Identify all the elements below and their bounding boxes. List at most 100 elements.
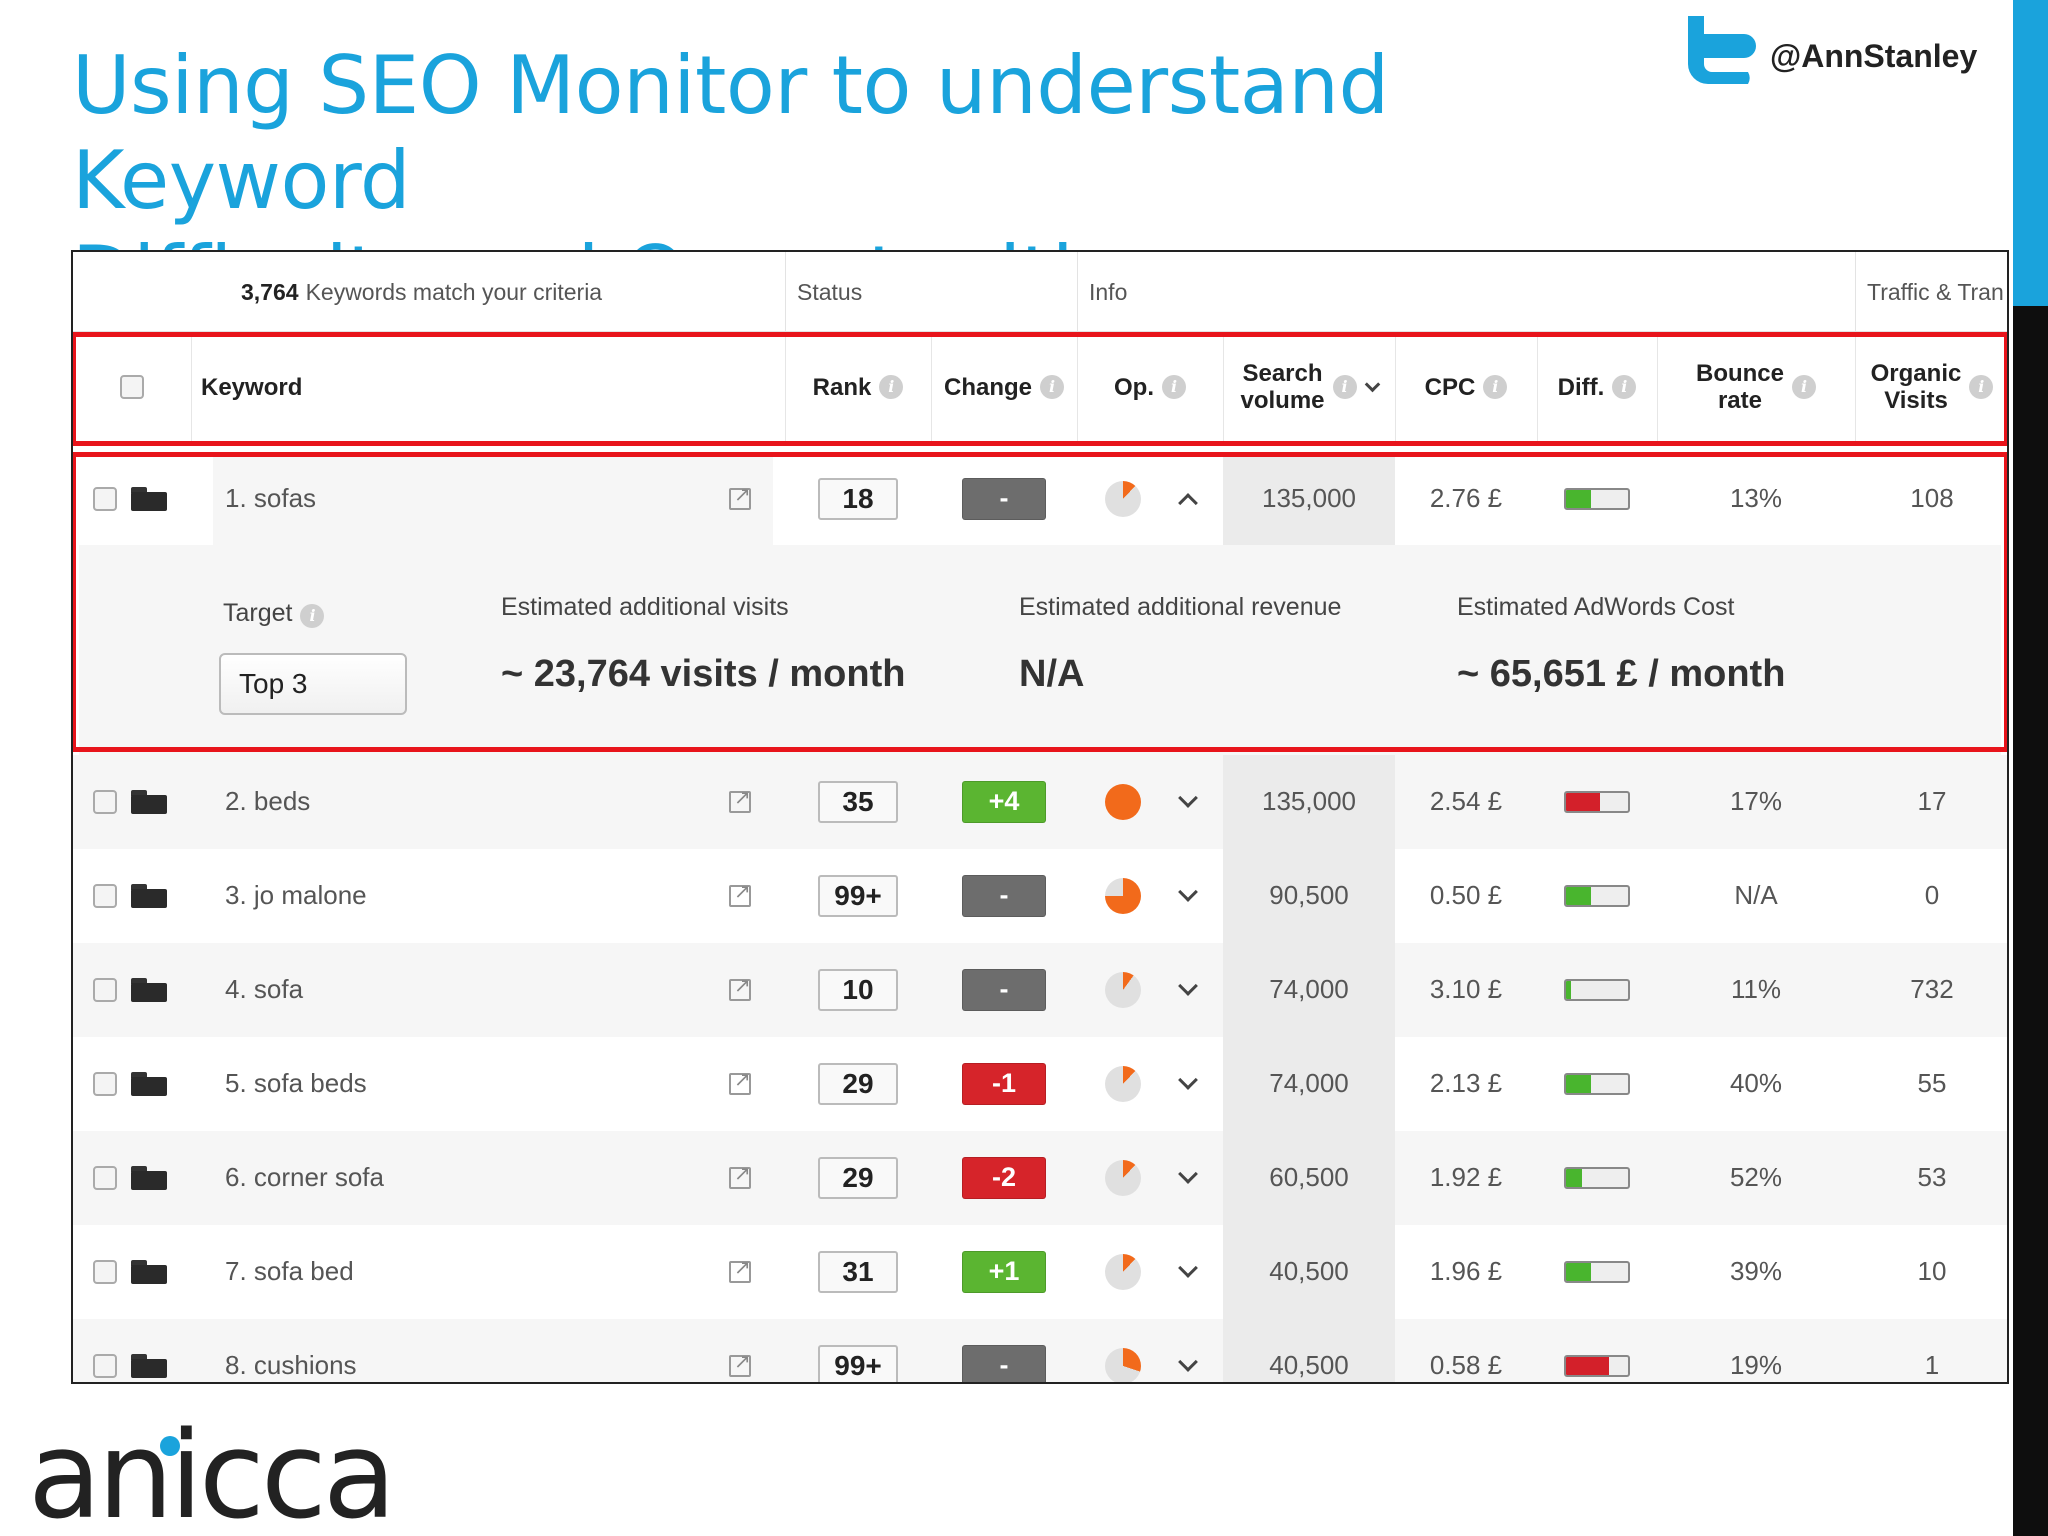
keyword-cell[interactable]: 3. jo malone	[213, 849, 773, 942]
rank-cell: 10	[785, 943, 931, 1036]
keyword-cell[interactable]: 4. sofa	[213, 943, 773, 1036]
change-value: +1	[962, 1250, 1046, 1293]
header-diff[interactable]: Diff. i	[1537, 332, 1657, 442]
keyword-cell[interactable]: 7. sofa bed	[213, 1225, 773, 1318]
keyword-cell[interactable]: 2. beds	[213, 755, 773, 848]
keyword-cell[interactable]: 8. cushions	[213, 1319, 773, 1382]
info-icon[interactable]: i	[1483, 375, 1508, 399]
header-bounce-rate[interactable]: Bounce rate i	[1657, 332, 1855, 442]
cpc-cell: 2.76 £	[1429, 483, 1503, 513]
row-checkbox[interactable]	[93, 883, 117, 908]
header-rank[interactable]: Rank i	[785, 332, 931, 442]
info-icon[interactable]: i	[1332, 375, 1357, 399]
rank-value: 99+	[818, 874, 898, 917]
chevron-down-icon[interactable]	[1178, 975, 1198, 996]
group-info: Info	[1089, 278, 1128, 305]
keyword-text: 6. corner sofa	[225, 1162, 384, 1192]
row-checkbox[interactable]	[93, 1071, 117, 1096]
select-all-checkbox[interactable]	[120, 375, 144, 399]
header-organic-visits-label: Organic Visits	[1871, 360, 1962, 414]
external-link-icon[interactable]	[729, 1067, 751, 1095]
rank-value: 18	[818, 477, 898, 520]
keyword-text: 1. sofas	[225, 483, 317, 513]
info-icon[interactable]: i	[1162, 375, 1186, 399]
table-row[interactable]: 1. sofas 18 - 135,000 2.76 £ 13% 108	[73, 452, 2007, 545]
table-row[interactable]: 3. jo malone 99+ - 90,500 0.50 £ N/A 0	[73, 849, 2007, 943]
info-icon[interactable]: i	[1969, 375, 1994, 399]
external-link-icon[interactable]	[729, 1255, 751, 1283]
row-checkbox[interactable]	[93, 1165, 117, 1190]
sort-chevron-icon[interactable]	[1364, 376, 1380, 392]
search-volume-cell: 40,500	[1269, 1256, 1349, 1286]
chevron-down-icon[interactable]	[1178, 1351, 1198, 1372]
chevron-down-icon[interactable]	[1178, 1257, 1198, 1278]
info-icon[interactable]: i	[1612, 375, 1637, 399]
row-checkbox[interactable]	[93, 789, 117, 814]
folder-icon[interactable]	[131, 1165, 167, 1190]
row-checkbox[interactable]	[93, 486, 117, 511]
keyword-cell[interactable]: 5. sofa beds	[213, 1037, 773, 1130]
change-value: -	[962, 1344, 1046, 1382]
folder-icon[interactable]	[131, 1259, 167, 1284]
visits-label: Estimated additional visits	[501, 593, 789, 621]
folder-icon[interactable]	[131, 486, 167, 511]
change-cell: -	[931, 452, 1077, 545]
info-icon[interactable]: i	[300, 604, 325, 628]
external-link-icon[interactable]	[729, 1161, 751, 1189]
table-row[interactable]: 7. sofa bed 31 +1 40,500 1.96 £ 39% 10	[73, 1225, 2007, 1319]
chevron-up-icon[interactable]	[1178, 492, 1198, 513]
chevron-down-icon[interactable]	[1178, 1163, 1198, 1184]
folder-icon[interactable]	[131, 789, 167, 814]
organic-visits-cell: 53	[1917, 1162, 1947, 1192]
header-organic-visits[interactable]: Organic Visits i	[1855, 332, 2007, 442]
target-select[interactable]: Top 3	[219, 653, 407, 715]
table-row[interactable]: 8. cushions 99+ - 40,500 0.58 £ 19% 1	[73, 1319, 2007, 1382]
header-cpc[interactable]: CPC i	[1395, 332, 1537, 442]
external-link-icon[interactable]	[729, 1349, 751, 1377]
external-link-icon[interactable]	[729, 973, 751, 1001]
info-icon[interactable]: i	[1040, 375, 1064, 399]
info-icon[interactable]: i	[879, 375, 904, 399]
table-row[interactable]: 4. sofa 10 - 74,000 3.10 £ 11% 732	[73, 943, 2007, 1037]
folder-icon[interactable]	[131, 1071, 167, 1096]
table-row[interactable]: 6. corner sofa 29 -2 60,500 1.92 £ 52% 5…	[73, 1131, 2007, 1225]
keyword-cell[interactable]: 1. sofas	[213, 452, 773, 545]
row-checkbox[interactable]	[93, 1353, 117, 1378]
external-link-icon[interactable]	[729, 482, 751, 510]
row-select	[93, 755, 183, 848]
header-change[interactable]: Change i	[931, 332, 1077, 442]
opportunity-pie-icon	[1105, 1065, 1141, 1102]
chevron-down-icon[interactable]	[1178, 1069, 1198, 1090]
rank-value: 29	[818, 1062, 898, 1105]
op-cell	[1077, 1319, 1223, 1382]
keyword-table: 3,764 Keywords match your criteria Statu…	[71, 250, 2009, 1384]
folder-icon[interactable]	[131, 977, 167, 1002]
cpc-cell: 1.96 £	[1429, 1256, 1503, 1286]
row-select	[93, 1037, 183, 1130]
external-link-icon[interactable]	[729, 879, 751, 907]
row-checkbox[interactable]	[93, 1259, 117, 1284]
chevron-down-icon[interactable]	[1178, 787, 1198, 808]
row-checkbox[interactable]	[93, 977, 117, 1002]
rank-cell: 99+	[785, 1319, 931, 1382]
rank-cell: 29	[785, 1037, 931, 1130]
opportunity-pie-icon	[1105, 1253, 1141, 1290]
op-cell	[1077, 755, 1223, 848]
table-row[interactable]: 5. sofa beds 29 -1 74,000 2.13 £ 40% 55	[73, 1037, 2007, 1131]
rank-cell: 31	[785, 1225, 931, 1318]
header-cpc-label: CPC	[1424, 373, 1476, 401]
table-row[interactable]: 2. beds 35 +4 135,000 2.54 £ 17% 17	[73, 755, 2007, 849]
header-search-volume[interactable]: Search volume i	[1223, 332, 1395, 442]
info-icon[interactable]: i	[1792, 375, 1816, 399]
folder-icon[interactable]	[131, 883, 167, 908]
header-bounce-rate-label: Bounce rate	[1696, 360, 1784, 414]
header-keyword[interactable]: Keyword	[201, 332, 661, 442]
target-label-text: Target	[223, 599, 293, 627]
organic-visits-cell: 108	[1910, 483, 1954, 513]
rank-cell: 18	[785, 452, 931, 545]
keyword-cell[interactable]: 6. corner sofa	[213, 1131, 773, 1224]
header-op[interactable]: Op. i	[1077, 332, 1223, 442]
external-link-icon[interactable]	[729, 785, 751, 813]
chevron-down-icon[interactable]	[1178, 881, 1198, 902]
folder-icon[interactable]	[131, 1353, 167, 1378]
